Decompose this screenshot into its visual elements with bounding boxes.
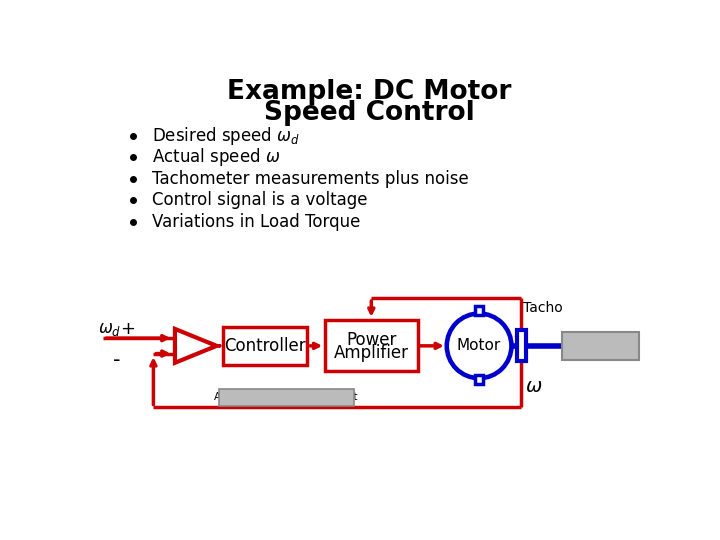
Text: Actual Speed Measurement: Actual Speed Measurement — [215, 393, 358, 402]
Text: $\omega$: $\omega$ — [525, 377, 542, 396]
Bar — [222, 327, 307, 365]
Text: $\omega_d$: $\omega_d$ — [98, 320, 121, 338]
Text: Tacho: Tacho — [523, 301, 563, 315]
Text: -: - — [114, 350, 121, 370]
Bar — [475, 375, 483, 384]
Text: Amplifier: Amplifier — [334, 344, 409, 362]
Text: Speed Control: Speed Control — [264, 99, 474, 125]
Text: Tachometer measurements plus noise: Tachometer measurements plus noise — [152, 170, 469, 188]
Bar — [325, 320, 418, 372]
Text: Motor: Motor — [457, 339, 501, 353]
Text: Actual speed $\omega$: Actual speed $\omega$ — [152, 146, 280, 168]
Text: Control signal is a voltage: Control signal is a voltage — [152, 191, 367, 210]
Bar — [219, 389, 354, 406]
Text: Variations in Load Torque: Variations in Load Torque — [152, 213, 360, 231]
Text: Controller: Controller — [224, 337, 306, 355]
Bar — [517, 330, 526, 361]
Text: Example: DC Motor: Example: DC Motor — [227, 79, 511, 105]
Bar — [475, 306, 483, 315]
Text: Desired speed $\omega_d$: Desired speed $\omega_d$ — [152, 125, 300, 147]
Text: +: + — [120, 320, 135, 338]
Text: Load Torque: Load Torque — [559, 339, 640, 353]
Bar — [562, 332, 639, 360]
Text: Power: Power — [346, 330, 397, 349]
